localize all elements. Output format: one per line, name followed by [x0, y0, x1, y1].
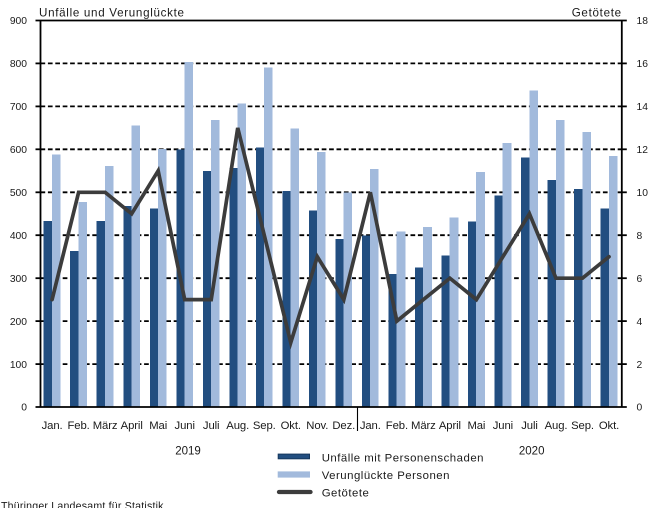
svg-text:18: 18: [637, 16, 649, 27]
svg-text:10: 10: [637, 188, 649, 199]
svg-text:100: 100: [10, 360, 27, 371]
svg-text:Thüringer Landesamt für Statis: Thüringer Landesamt für Statistik: [1, 500, 164, 508]
svg-text:Unfälle und Verunglückte: Unfälle und Verunglückte: [39, 7, 185, 20]
svg-text:April: April: [439, 420, 461, 432]
svg-text:14: 14: [637, 102, 649, 113]
svg-text:März: März: [93, 420, 118, 432]
svg-text:0: 0: [637, 403, 643, 414]
svg-text:April: April: [121, 420, 143, 432]
svg-text:Aug.: Aug.: [545, 420, 568, 432]
svg-text:4: 4: [637, 317, 643, 328]
svg-text:200: 200: [10, 317, 27, 328]
svg-text:900: 900: [10, 16, 27, 27]
svg-text:März: März: [411, 420, 436, 432]
svg-text:Sep.: Sep.: [253, 420, 276, 432]
svg-text:Verunglückte Personen: Verunglückte Personen: [322, 470, 450, 482]
svg-text:400: 400: [10, 231, 27, 242]
svg-text:700: 700: [10, 102, 27, 113]
svg-text:Jan.: Jan.: [360, 420, 381, 432]
svg-text:Jan.: Jan.: [42, 420, 63, 432]
svg-text:Juli: Juli: [521, 420, 538, 432]
svg-text:8: 8: [637, 231, 643, 242]
svg-text:16: 16: [637, 59, 649, 70]
svg-text:2: 2: [637, 360, 643, 371]
svg-text:Feb.: Feb.: [386, 420, 408, 432]
svg-text:Getötete: Getötete: [322, 488, 370, 500]
svg-text:Feb.: Feb.: [67, 420, 89, 432]
svg-text:Dez.: Dez.: [332, 420, 355, 432]
svg-text:Mai: Mai: [149, 420, 167, 432]
svg-text:Getötete: Getötete: [572, 7, 622, 20]
svg-text:Juni: Juni: [493, 420, 513, 432]
svg-text:Juni: Juni: [175, 420, 195, 432]
svg-text:Mai: Mai: [467, 420, 485, 432]
svg-text:Nov.: Nov.: [306, 420, 328, 432]
svg-text:Unfälle mit Personenschaden: Unfälle mit Personenschaden: [322, 453, 484, 465]
svg-text:2020: 2020: [519, 445, 545, 457]
svg-text:12: 12: [637, 145, 649, 156]
svg-text:Okt.: Okt.: [599, 420, 619, 432]
svg-text:2019: 2019: [175, 445, 201, 457]
svg-text:600: 600: [10, 145, 27, 156]
svg-text:800: 800: [10, 59, 27, 70]
svg-text:0: 0: [21, 403, 27, 414]
svg-text:Aug.: Aug.: [226, 420, 249, 432]
svg-text:500: 500: [10, 188, 27, 199]
svg-text:Juli: Juli: [203, 420, 220, 432]
svg-text:Sep.: Sep.: [571, 420, 594, 432]
svg-text:300: 300: [10, 274, 27, 285]
svg-text:6: 6: [637, 274, 643, 285]
svg-text:Okt.: Okt.: [281, 420, 301, 432]
